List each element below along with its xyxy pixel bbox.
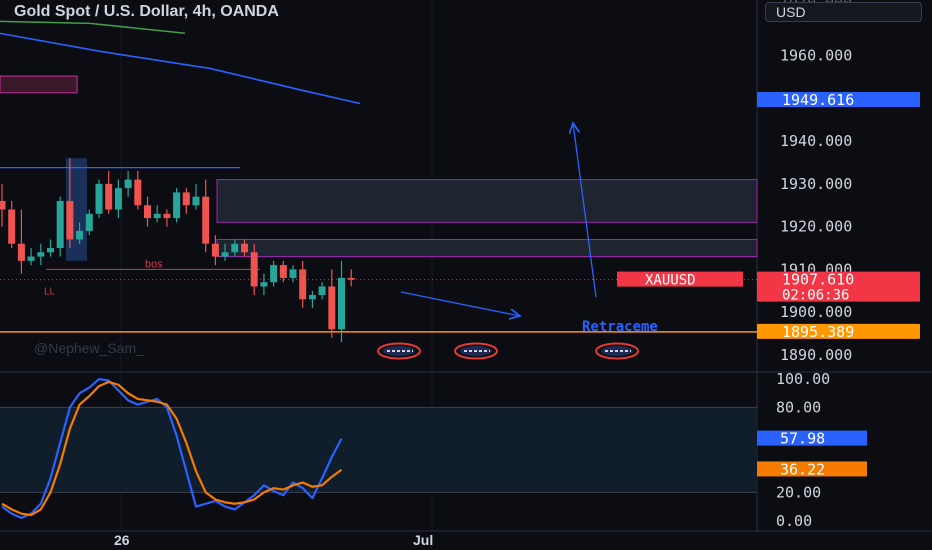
candle — [37, 243, 45, 266]
candle — [105, 171, 113, 214]
price-badge-value: 1949.616 — [782, 91, 854, 109]
retracement-label: Retraceme — [582, 319, 658, 335]
price-tick-label: 1930.000 — [780, 175, 852, 193]
price-badge — [757, 271, 920, 302]
candle — [173, 188, 181, 223]
price-tick-label: 1960.000 — [780, 47, 852, 65]
candle — [76, 222, 84, 244]
down-arrow[interactable] — [400, 291, 520, 316]
candles-layer — [0, 158, 355, 343]
candle — [85, 209, 93, 236]
us-event-flag-icon[interactable] — [454, 342, 498, 360]
candle — [250, 243, 258, 296]
candle — [144, 196, 151, 227]
price-tick-label: 1890.000 — [780, 346, 852, 364]
price-badge — [757, 91, 920, 107]
osc-value-badge — [757, 430, 867, 446]
candle — [308, 290, 316, 308]
order-block[interactable] — [0, 75, 78, 94]
candle — [182, 188, 190, 214]
oscillator-layer — [0, 377, 757, 520]
candle — [202, 179, 210, 253]
osc-value-label: 36.22 — [780, 460, 825, 478]
candle — [260, 273, 268, 296]
ll-label: LL — [44, 286, 56, 297]
symbol-title[interactable]: Gold Spot / U.S. Dollar, 4h, OANDA — [14, 3, 279, 20]
author-watermark: @Nephew_Sam_ — [34, 340, 144, 356]
green-trendline[interactable] — [0, 20, 186, 34]
candle — [318, 282, 326, 300]
candle — [66, 158, 74, 248]
price-tick-label: 1920.000 — [780, 218, 852, 236]
candle — [8, 200, 16, 248]
candle — [270, 260, 278, 287]
price-axis[interactable]: 1960.0001950.0001940.0001930.0001920.000… — [617, 0, 920, 530]
price-badge — [757, 323, 920, 339]
osc-value-badge — [757, 461, 867, 477]
candle — [134, 171, 142, 210]
drawings-layer[interactable]: bos LL Retraceme — [0, 20, 758, 360]
price-badge-value: 1907.610 — [782, 271, 854, 289]
candle — [231, 239, 239, 257]
candle — [124, 171, 132, 197]
oscillator-band — [0, 407, 757, 493]
supply-zone[interactable] — [216, 238, 758, 258]
candle — [17, 209, 25, 274]
osc-tick-label: 0.00 — [776, 512, 812, 530]
candle — [241, 239, 248, 257]
blue-moving-average[interactable] — [0, 32, 361, 105]
candle — [153, 205, 161, 223]
candle — [163, 209, 171, 227]
candle — [47, 239, 54, 257]
candle — [289, 265, 297, 283]
stoch-k-line — [1, 377, 343, 520]
osc-tick-label: 100.00 — [776, 370, 830, 388]
currency-selector[interactable]: USD — [765, 2, 922, 22]
candle — [192, 183, 200, 210]
stoch-d-line — [1, 380, 343, 517]
candle — [328, 269, 336, 338]
candle — [221, 243, 229, 261]
candle — [27, 248, 35, 266]
price-badge-value: 1895.389 — [782, 323, 854, 341]
osc-tick-label: 20.00 — [776, 483, 821, 501]
candle — [299, 260, 307, 308]
bos-label: bos — [145, 258, 163, 270]
us-event-flag-icon[interactable] — [377, 342, 421, 360]
price-tick-label: 1940.000 — [780, 132, 852, 150]
candle — [347, 269, 355, 287]
candle — [338, 260, 345, 343]
up-arrow[interactable] — [573, 123, 597, 298]
price-tick-label: 1900.000 — [780, 303, 852, 321]
countdown-timer: 02:06:36 — [782, 288, 849, 304]
candle — [211, 235, 219, 266]
candle — [95, 179, 103, 219]
osc-tick-label: 80.00 — [776, 398, 821, 416]
candle — [114, 179, 122, 219]
candle — [0, 183, 6, 227]
symbol-badge — [617, 271, 743, 287]
time-tick-label: 26 — [114, 532, 130, 548]
time-axis[interactable]: 26 Jul — [114, 532, 433, 548]
us-event-flag-icon[interactable] — [595, 342, 639, 360]
candle — [279, 260, 287, 283]
supply-zone[interactable] — [216, 179, 758, 223]
time-tick-label: Jul — [413, 532, 433, 548]
osc-value-label: 57.98 — [780, 430, 825, 448]
candle — [56, 196, 64, 257]
symbol-badge-label: XAUUSD — [645, 273, 696, 289]
